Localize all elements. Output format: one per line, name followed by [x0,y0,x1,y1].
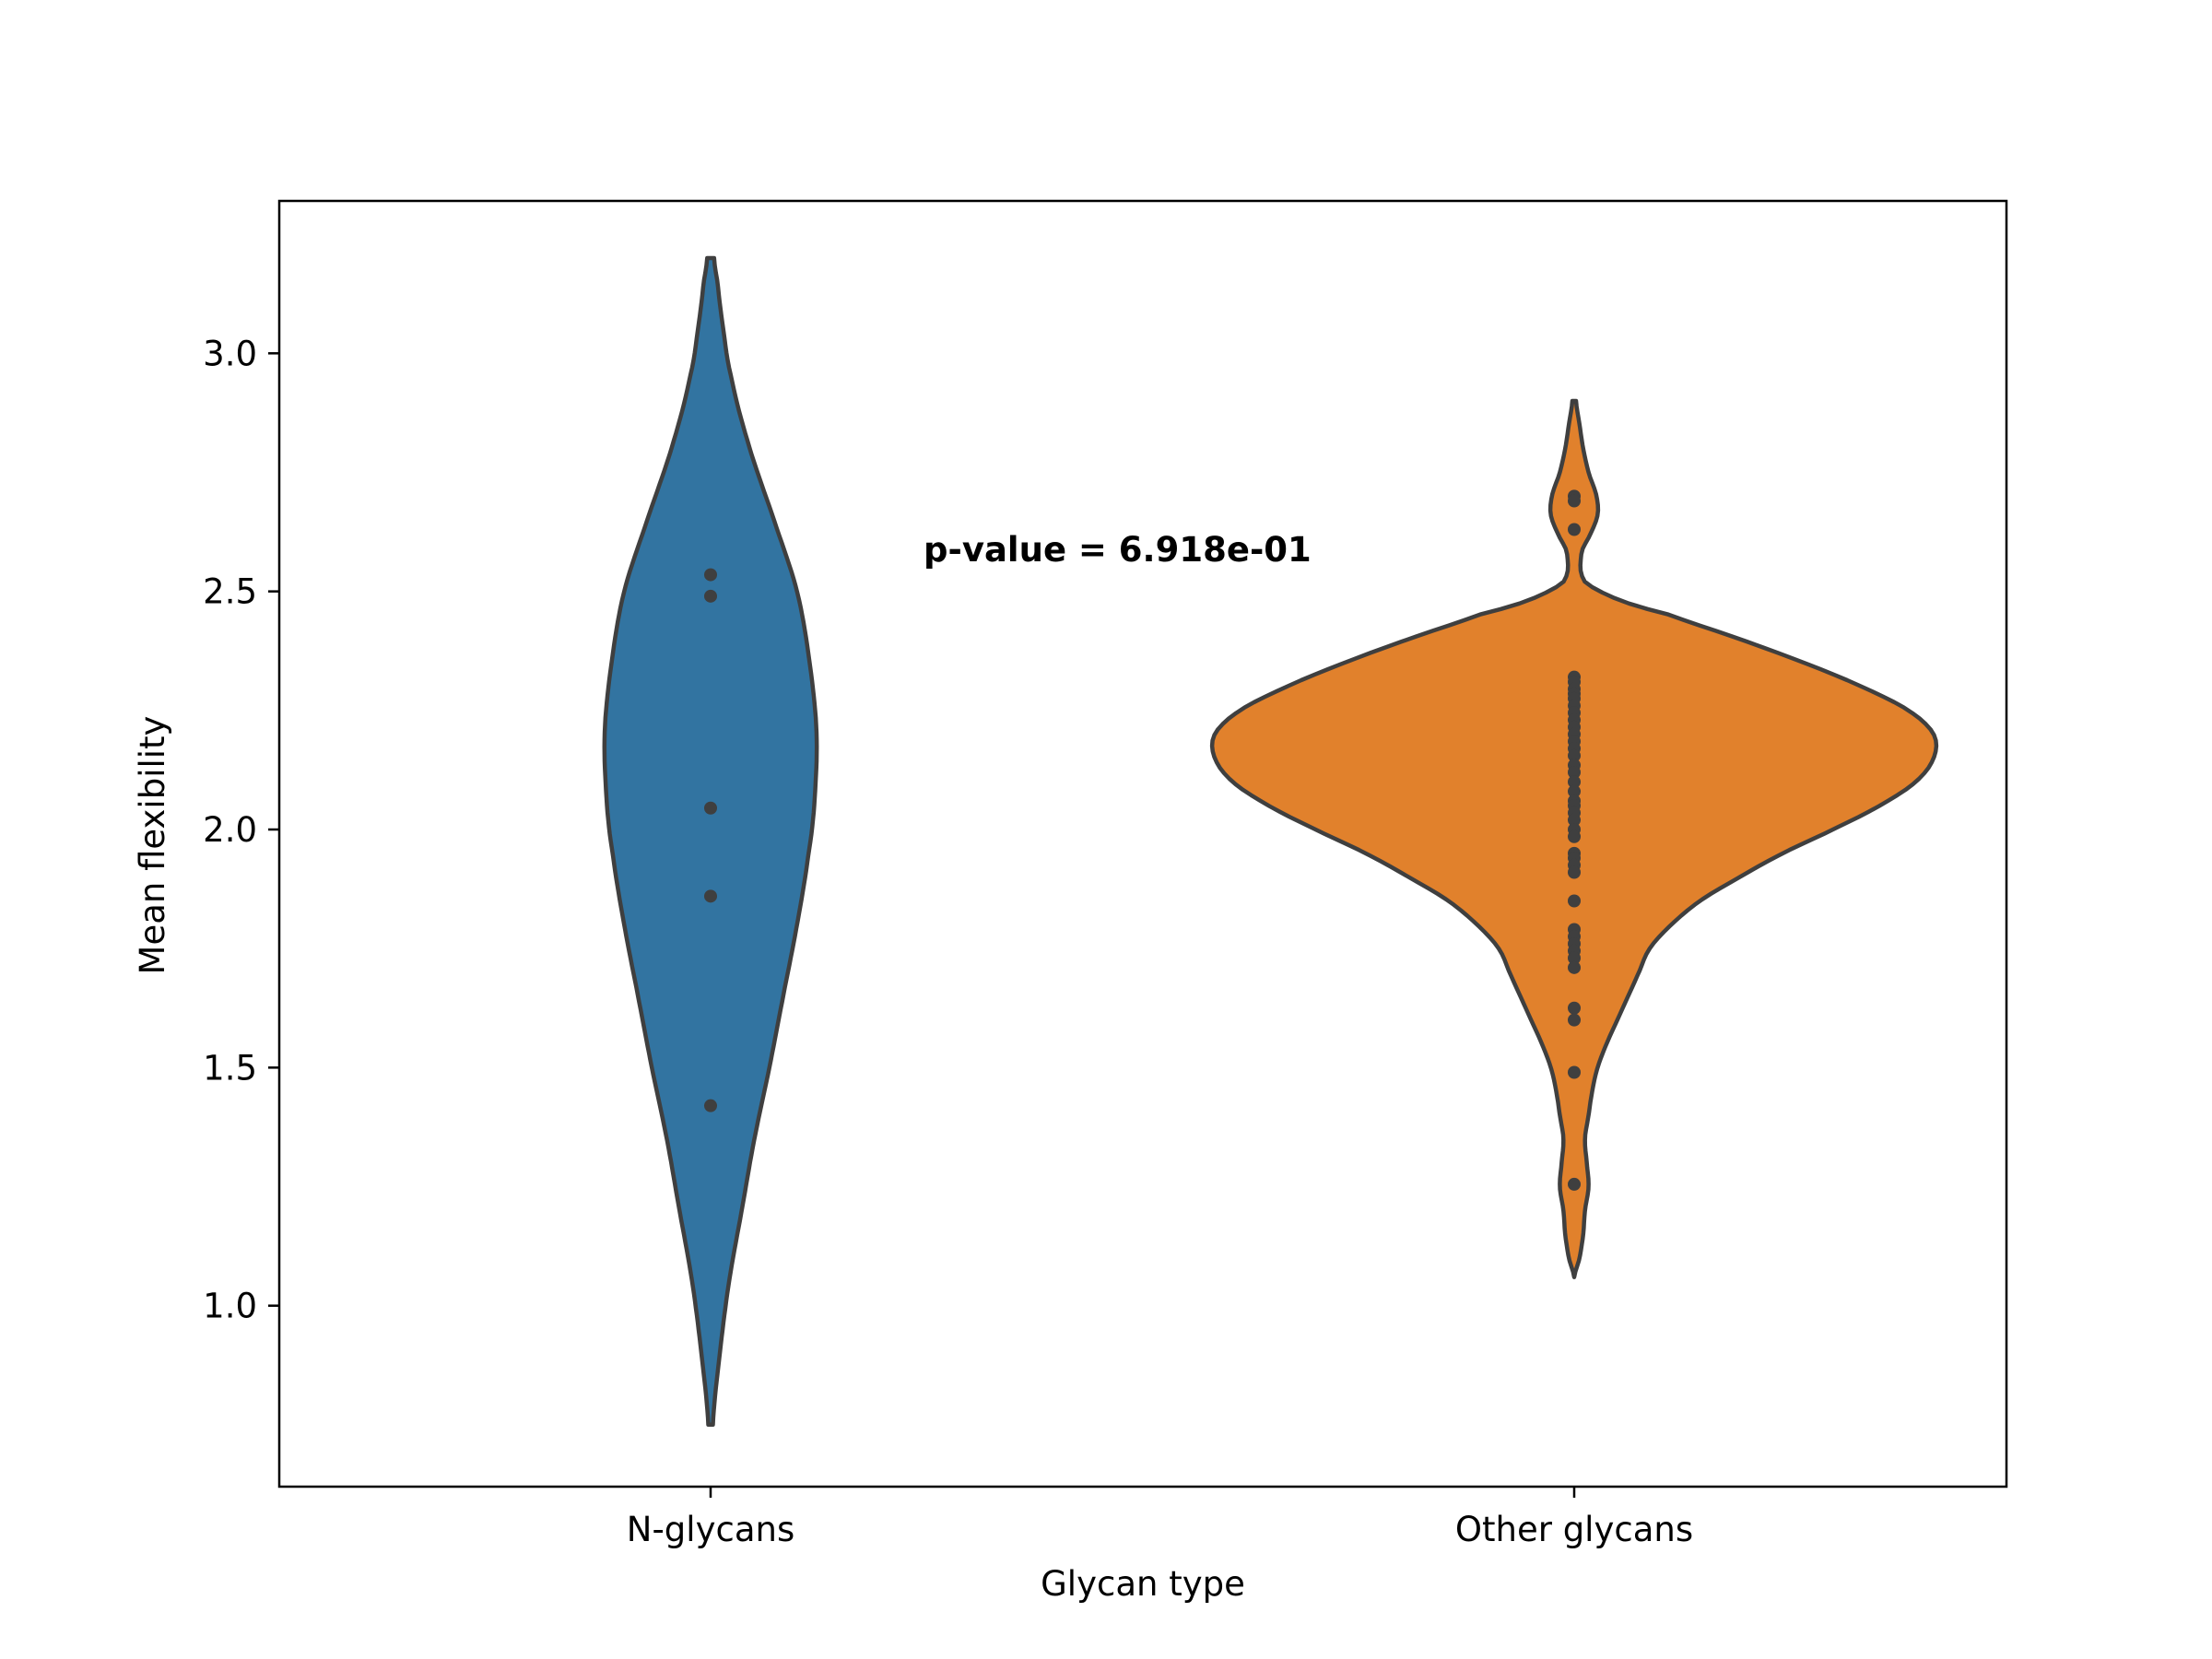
p-value-annotation: p-value = 6.918e-01 [924,530,1312,570]
data-point [1568,775,1581,789]
x-axis-title: Glycan type [1041,1564,1245,1604]
y-axis-ticks: 1.0 1.5 2.0 2.5 3.0 [203,334,279,1326]
data-point [1568,1001,1581,1015]
y-tick-label: 1.5 [203,1048,257,1088]
data-point [1568,1065,1581,1079]
plot-frame [277,199,2008,1488]
data-point [1568,813,1581,827]
data-point [1568,830,1581,843]
data-point [1568,1013,1581,1027]
data-point [1568,960,1581,974]
data-point [1568,766,1581,779]
y-tick-label: 3.0 [203,334,257,373]
violin-body-n-glycans [602,255,819,1428]
y-tick-label: 2.5 [203,572,257,612]
data-point [1568,494,1581,508]
x-axis-ticks: N-glycans Other glycans [627,1487,1693,1549]
data-point [1568,523,1581,536]
data-point [704,589,717,603]
data-point [704,568,717,582]
x-tick-label: Other glycans [1455,1510,1693,1549]
violins-layer [602,255,1939,1428]
data-point [1568,1177,1581,1191]
y-axis-title: Mean flexibility [133,716,172,975]
data-point [704,1099,717,1112]
x-tick-label: N-glycans [627,1510,794,1549]
data-point [1568,748,1581,762]
y-tick-label: 1.0 [203,1287,257,1326]
data-point [1568,784,1581,798]
data-point [1568,865,1581,879]
data-point [704,801,717,815]
data-point [704,889,717,903]
y-tick-label: 2.0 [203,810,257,850]
data-point [1568,894,1581,908]
data-point [1568,951,1581,965]
